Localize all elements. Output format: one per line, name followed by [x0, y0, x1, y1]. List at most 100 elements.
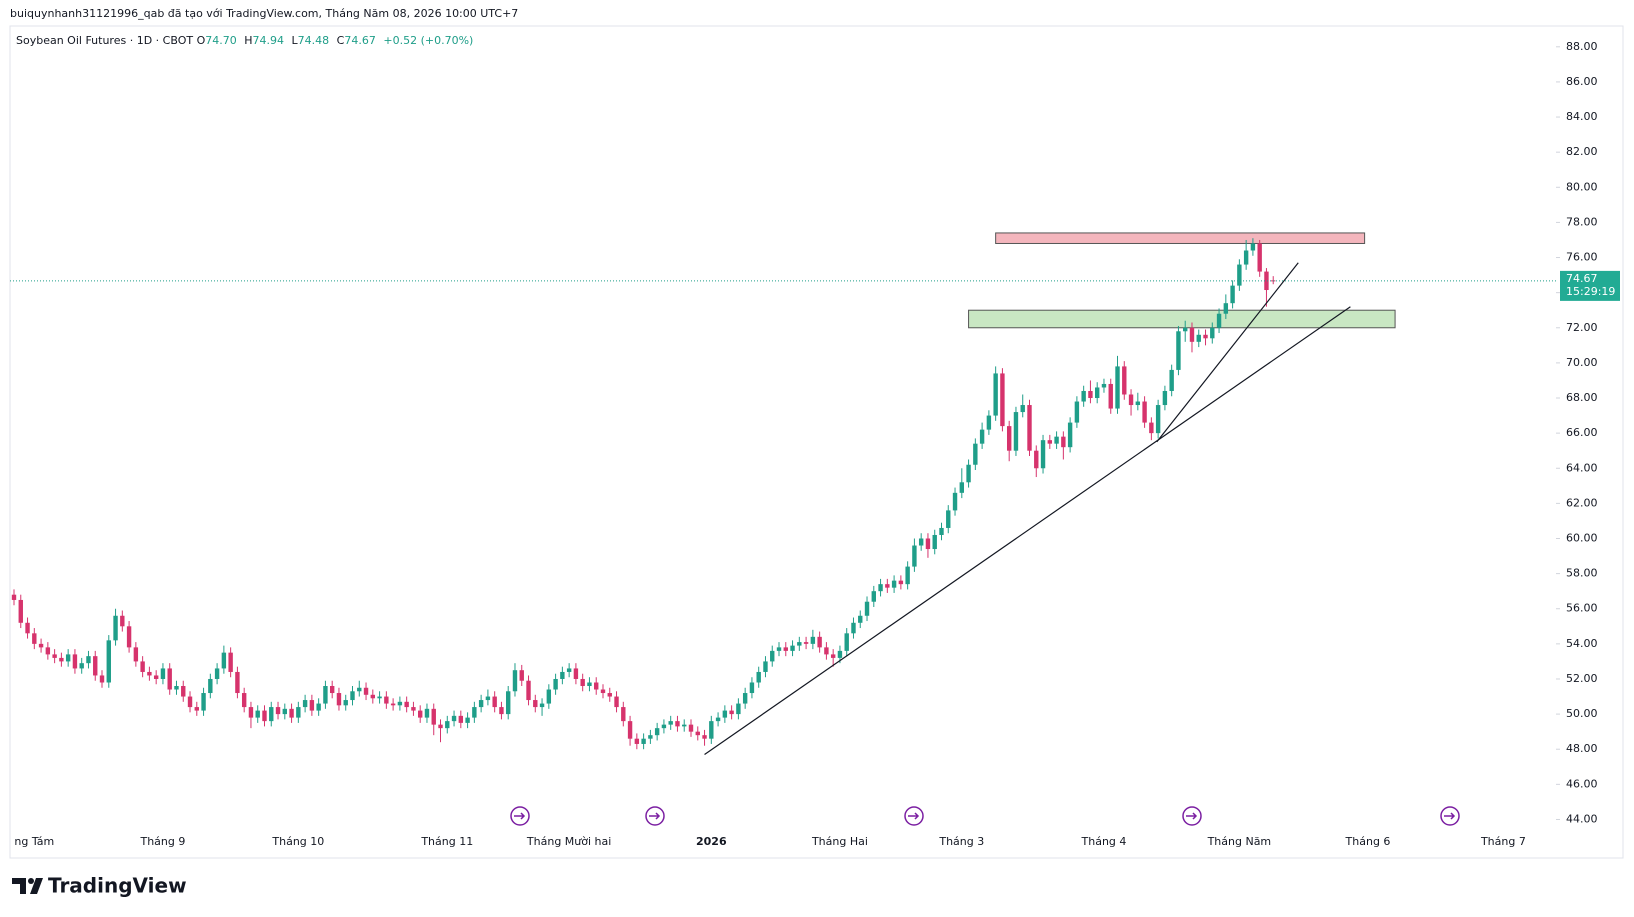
- candle-body: [661, 724, 667, 729]
- candle-body: [783, 647, 788, 651]
- candle-body: [966, 464, 971, 483]
- candle-body: [93, 656, 98, 676]
- candle-body: [1088, 390, 1093, 399]
- close: 74.67: [344, 34, 376, 47]
- legend: Soybean Oil Futures · 1D · CBOT O74.70 H…: [16, 34, 477, 47]
- y-tick-label: 50.00: [1566, 707, 1598, 720]
- candle-body: [844, 633, 849, 651]
- candle-body: [194, 707, 199, 711]
- candle-body: [864, 601, 870, 616]
- candle-body: [871, 591, 876, 602]
- candle-body: [133, 647, 139, 662]
- candle-body: [1250, 243, 1256, 251]
- x-tick-label: Tháng 7: [1480, 835, 1526, 848]
- candle-body: [668, 721, 673, 725]
- candle-body: [566, 668, 572, 672]
- x-tick-label: Tháng 9: [139, 835, 185, 848]
- x-tick-label: ng Tám: [14, 835, 54, 848]
- candle-body: [1230, 285, 1235, 304]
- y-tick-label: 78.00: [1566, 215, 1598, 228]
- candle-body: [939, 527, 944, 535]
- candle-body: [715, 717, 721, 722]
- candle-body: [59, 657, 64, 662]
- symbol: Soybean Oil Futures · 1D · CBOT: [16, 34, 194, 47]
- candle-body: [431, 708, 436, 725]
- candle-body: [99, 675, 105, 683]
- event-icons: [510, 806, 1460, 826]
- candle-body: [1257, 243, 1262, 272]
- candle-body: [1067, 422, 1073, 448]
- candle-body: [397, 701, 403, 706]
- candle-body: [506, 691, 511, 715]
- candle-body: [377, 696, 382, 699]
- candle-body: [241, 693, 247, 708]
- candle-body: [201, 693, 206, 711]
- candle-body: [973, 443, 978, 465]
- candle-body: [539, 703, 545, 708]
- candle-body: [614, 696, 619, 708]
- candle-body: [1210, 327, 1215, 339]
- candle-body: [675, 721, 680, 727]
- candle-body: [627, 721, 633, 739]
- candle-body: [52, 654, 57, 658]
- zone: [995, 232, 1366, 244]
- candle-body: [187, 696, 193, 708]
- candle-body: [384, 696, 389, 704]
- candle-body: [363, 687, 369, 695]
- candle-body: [72, 654, 78, 669]
- open: 74.70: [205, 34, 237, 47]
- y-tick-label: 84.00: [1566, 110, 1598, 123]
- candle-body: [885, 584, 890, 588]
- candle-body: [451, 715, 457, 722]
- candle-body: [898, 580, 904, 585]
- candle-body: [891, 580, 897, 588]
- candle-body: [621, 707, 626, 722]
- candle-body: [918, 538, 924, 546]
- candle-body: [1223, 303, 1229, 314]
- candle-body: [390, 703, 396, 706]
- candle-body: [1074, 401, 1080, 423]
- candle-body: [357, 687, 362, 692]
- candle-body: [343, 700, 348, 706]
- candle-body: [25, 622, 30, 634]
- candle-body: [729, 710, 734, 715]
- candle-body: [153, 675, 159, 679]
- candle-body: [587, 682, 592, 687]
- candle-body: [269, 707, 274, 722]
- candle-body: [851, 622, 856, 634]
- candle-body: [810, 636, 816, 644]
- logo: [12, 878, 43, 894]
- y-tick-label: 68.00: [1566, 391, 1598, 404]
- y-tick-label: 70.00: [1566, 356, 1598, 369]
- candle-body: [533, 700, 538, 708]
- candle-body: [1122, 366, 1127, 395]
- candle-body: [255, 710, 260, 718]
- candle-body: [275, 707, 281, 715]
- candle-body: [1034, 450, 1039, 469]
- candle-body: [1013, 412, 1019, 451]
- candle-body: [648, 735, 653, 739]
- candle-body: [336, 693, 342, 706]
- candle-body: [979, 429, 985, 444]
- candle-body: [878, 584, 883, 592]
- candle-body: [560, 671, 565, 679]
- candle-body: [905, 566, 910, 585]
- candle-body: [140, 661, 145, 672]
- candle-body: [1183, 327, 1188, 332]
- candle-body: [654, 728, 660, 736]
- zone: [968, 309, 1396, 329]
- candle-body: [438, 724, 443, 729]
- candle-body: [803, 642, 809, 644]
- candle-body: [709, 721, 714, 739]
- y-tick-label: 52.00: [1566, 672, 1598, 685]
- candle-body: [445, 721, 450, 729]
- o: O: [196, 34, 206, 47]
- candle-body: [465, 717, 470, 723]
- candle-body: [695, 731, 700, 736]
- y-tick-label: 62.00: [1566, 496, 1598, 509]
- candle-body: [519, 670, 524, 681]
- low: 74.48: [297, 34, 330, 47]
- candle-body: [925, 538, 931, 550]
- candle-body: [86, 656, 91, 664]
- candle-body: [1115, 366, 1120, 409]
